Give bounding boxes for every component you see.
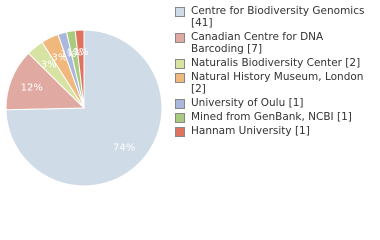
legend-item: Natural History Museum, London [2] bbox=[173, 71, 378, 95]
slice-label: 3% bbox=[41, 59, 57, 70]
legend-item: University of Oulu [1] bbox=[173, 97, 378, 109]
legend-swatch bbox=[175, 113, 185, 123]
legend: Centre for Biodiversity Genomics [41] Can… bbox=[173, 5, 378, 139]
pie-slice bbox=[5, 52, 86, 111]
pie-slice bbox=[5, 29, 163, 187]
slice-label: 1% bbox=[60, 49, 76, 60]
slice-label: 1% bbox=[67, 48, 83, 59]
legend-label: University of Oulu [1] bbox=[191, 97, 304, 109]
legend-label: Naturalis Biodiversity Center [2] bbox=[191, 57, 361, 69]
legend-item: Centre for Biodiversity Genomics [41] bbox=[173, 5, 378, 29]
slice-label: 74% bbox=[113, 142, 135, 153]
legend-swatch bbox=[175, 59, 185, 69]
slice-label: 12% bbox=[21, 82, 43, 93]
pie-chart: 74%12%3%3%1%1%1% bbox=[5, 29, 163, 187]
legend-swatch bbox=[175, 73, 185, 83]
legend-item: Naturalis Biodiversity Center [2] bbox=[173, 57, 378, 69]
legend-item: Hannam University [1] bbox=[173, 125, 378, 137]
legend-label: Hannam University [1] bbox=[191, 125, 310, 137]
legend-swatch bbox=[175, 99, 185, 109]
slice-label: 3% bbox=[51, 53, 67, 64]
legend-label: Mined from GenBank, NCBI [1] bbox=[191, 111, 352, 123]
pie-slice bbox=[74, 29, 85, 109]
legend-swatch bbox=[175, 7, 185, 17]
legend-swatch bbox=[175, 127, 185, 137]
legend-swatch bbox=[175, 33, 185, 43]
legend-label: Natural History Museum, London [2] bbox=[191, 71, 364, 95]
legend-item: Canadian Centre for DNA Barcoding [7] bbox=[173, 31, 378, 55]
slice-label: 1% bbox=[73, 47, 89, 58]
legend-label: Centre for Biodiversity Genomics [41] bbox=[191, 5, 365, 29]
legend-label: Canadian Centre for DNA Barcoding [7] bbox=[191, 31, 324, 55]
legend-item: Mined from GenBank, NCBI [1] bbox=[173, 111, 378, 123]
